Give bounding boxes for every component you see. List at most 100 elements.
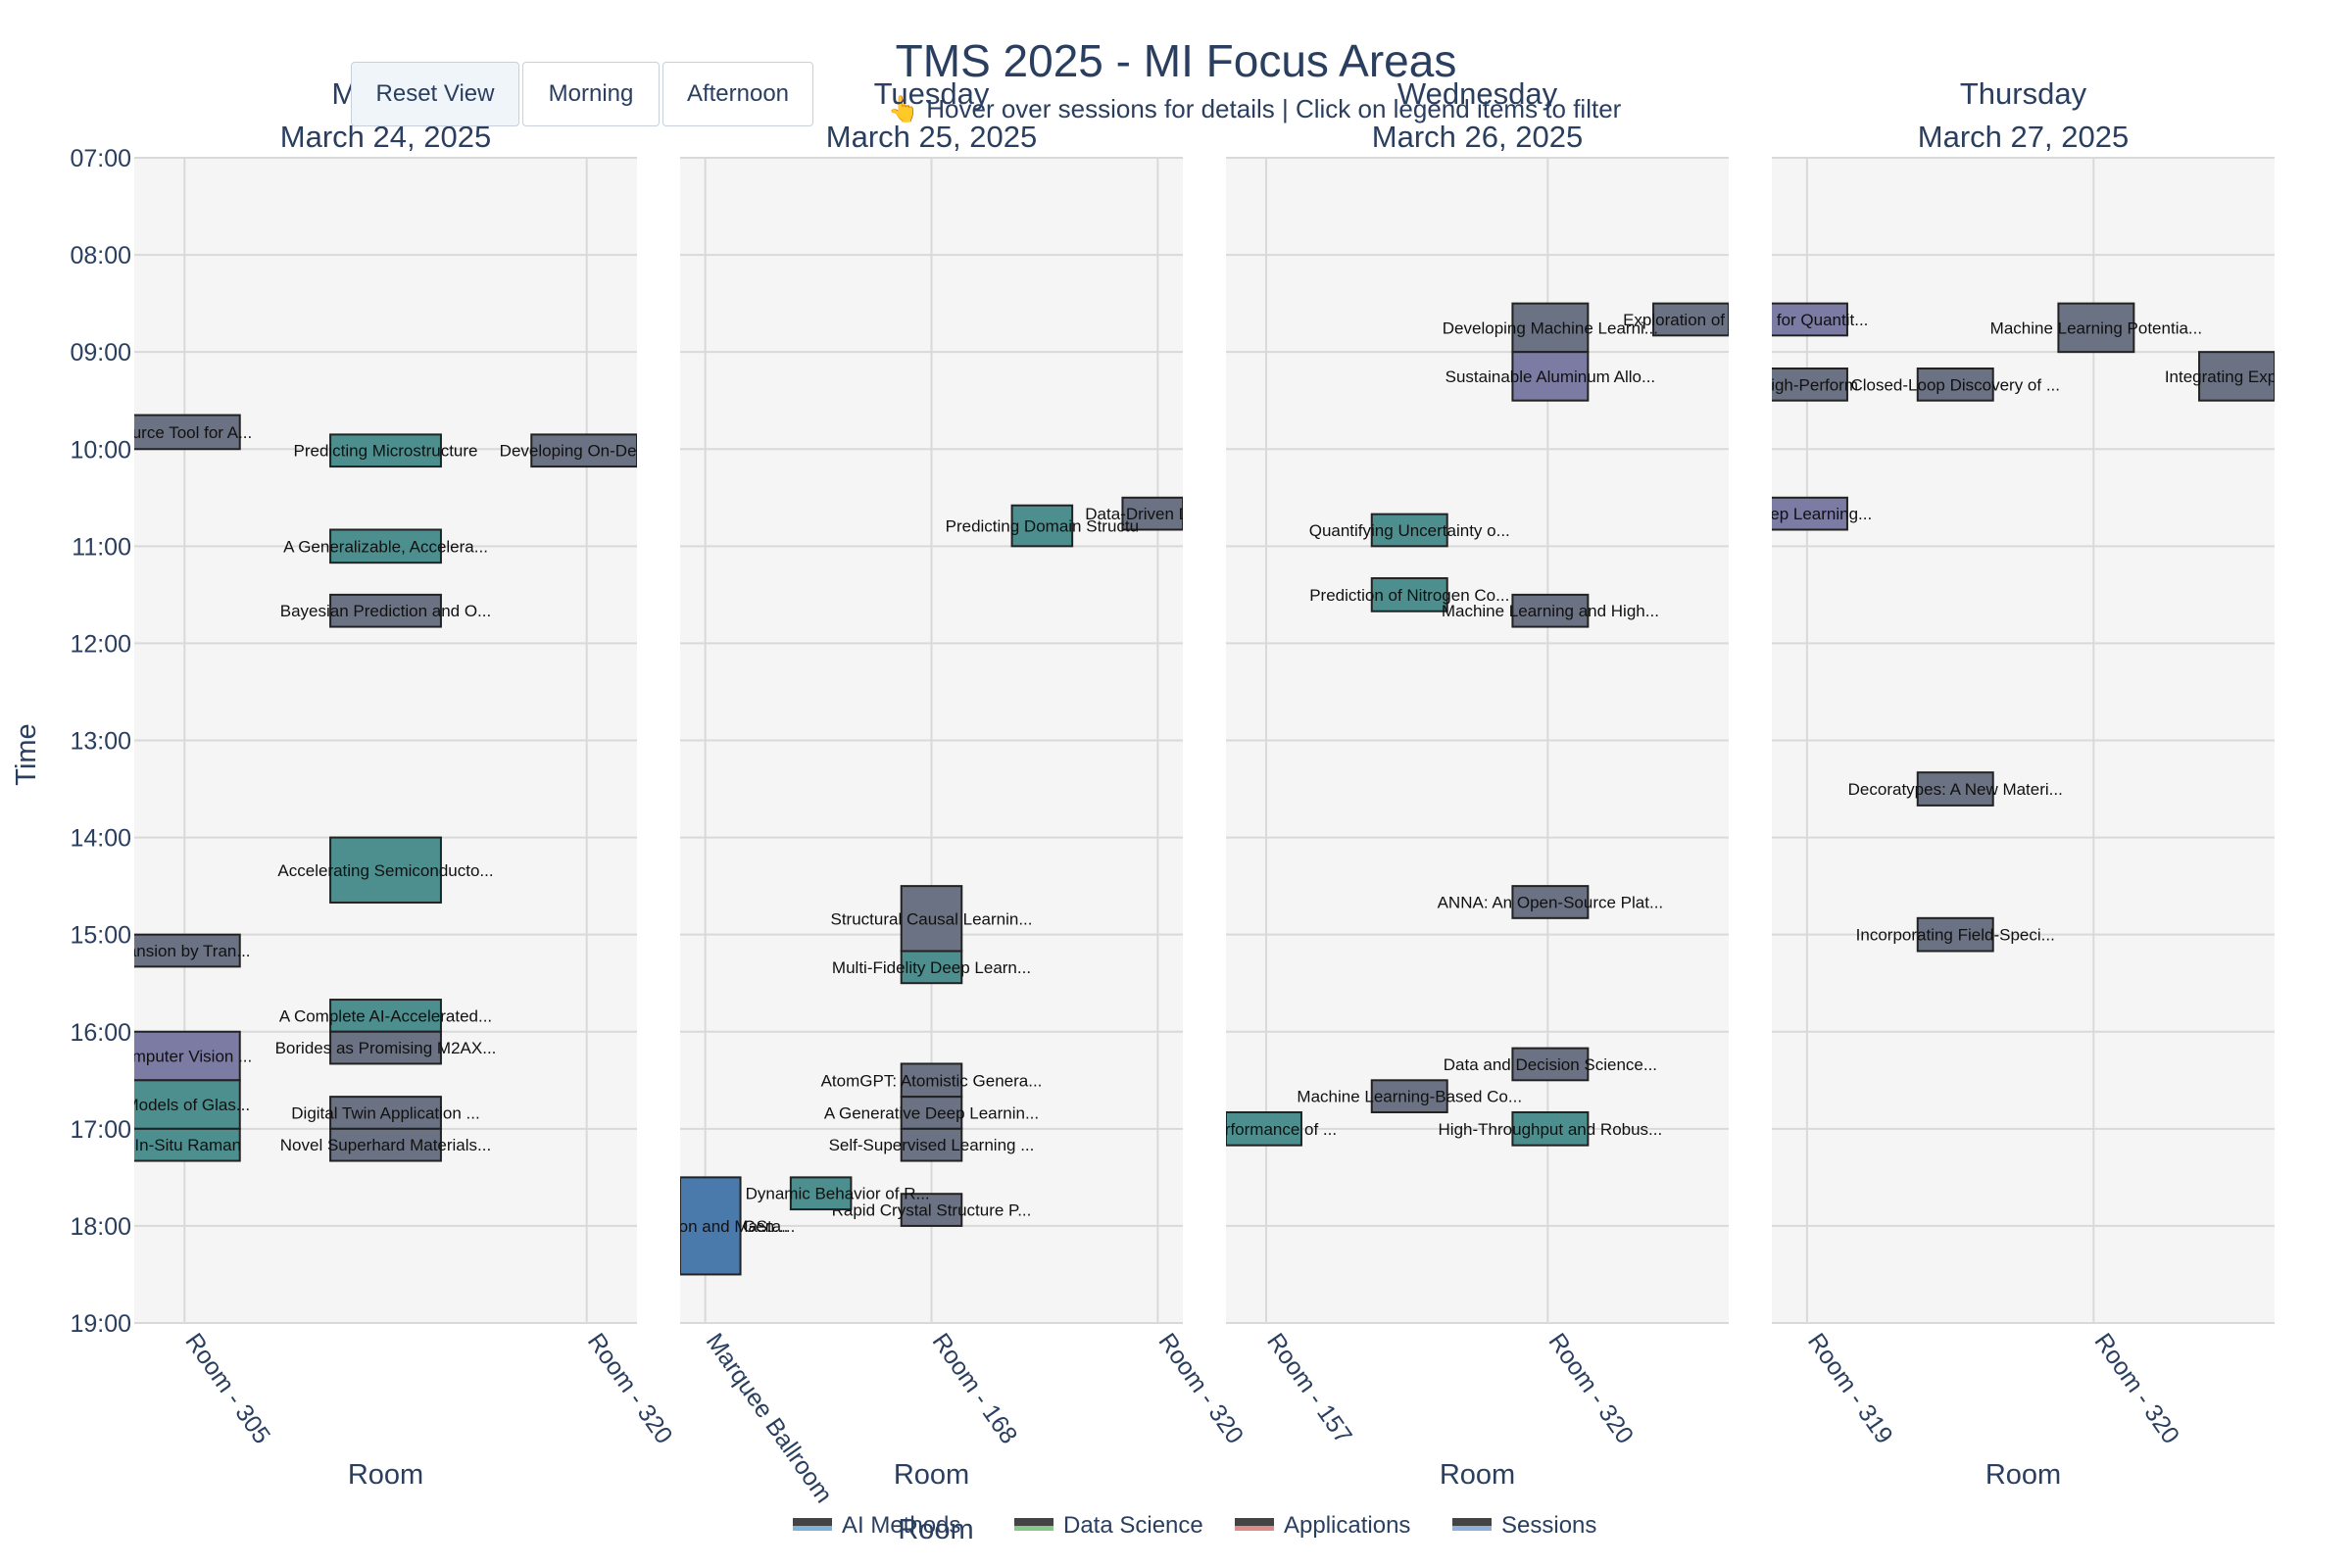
session-bar[interactable]	[329, 528, 442, 564]
session-label: A Generative Deep Learnin...	[824, 1103, 1039, 1122]
panel-date-title: March 27, 2025	[1918, 120, 2129, 154]
session-label: Borides as Promising M2AX...	[275, 1039, 497, 1057]
panel-date-title: March 26, 2025	[1372, 120, 1583, 154]
session-bar[interactable]	[1746, 496, 1848, 531]
session-label: A Generalizable, Accelera...	[283, 537, 488, 556]
session-label: diction and Ma...	[649, 1217, 771, 1236]
legend-label: Applications	[1284, 1512, 1410, 1539]
legend-swatch-color	[1452, 1526, 1492, 1531]
session-bar[interactable]	[900, 1127, 963, 1162]
session-bar[interactable]	[109, 414, 241, 451]
session-bar[interactable]	[1370, 577, 1448, 612]
afternoon-button[interactable]: Afternoon	[662, 62, 813, 126]
session-bar[interactable]	[1652, 302, 1729, 337]
session-bar[interactable]	[900, 950, 963, 985]
legend-item[interactable]: Data Science	[1014, 1512, 1203, 1539]
morning-button[interactable]: Morning	[522, 62, 660, 126]
session-bar[interactable]	[1121, 496, 1183, 531]
y-axis: 07:00 08:00 09:00 10:00 11:00 12:00 13:00 14:00…	[70, 145, 131, 1338]
x-axis-title: Room	[894, 1459, 969, 1491]
session-bar[interactable]	[1511, 351, 1590, 402]
session-bar[interactable]	[789, 1176, 853, 1211]
session-label: AtomGPT: Atomistic Genera...	[821, 1071, 1043, 1090]
x-tick-label: Room - 157	[1261, 1328, 1357, 1448]
session-bar[interactable]	[109, 1079, 241, 1130]
x-axis-title-overlay: Room	[898, 1514, 973, 1545]
legend-item[interactable]: AI Methods	[793, 1512, 960, 1539]
session-label: Decoratypes: A New Materi...	[1848, 780, 2063, 799]
session-label: Digital Twin Application ...	[291, 1103, 479, 1122]
x-tick-label: Room - 320	[582, 1328, 678, 1448]
y-tick-label: 17:00	[70, 1116, 131, 1144]
session-label: Closed-Loop Discovery of ...	[1850, 375, 2060, 394]
session-bar[interactable]	[329, 1127, 442, 1162]
session-bar[interactable]	[109, 1127, 241, 1162]
session-label: arning for Quantit...	[1726, 311, 1869, 329]
session-bar[interactable]	[1370, 1079, 1448, 1113]
y-tick-label: 08:00	[70, 242, 131, 270]
session-bar[interactable]	[1511, 593, 1590, 628]
session-bar[interactable]	[1746, 302, 1848, 337]
session-bar[interactable]	[109, 933, 241, 968]
x-axis-title: Room	[1440, 1459, 1515, 1491]
session-bar[interactable]	[2198, 351, 2275, 402]
session-bar[interactable]	[2057, 302, 2135, 354]
session-label: Developing On-Deman	[500, 442, 669, 461]
session-bar[interactable]	[329, 1030, 442, 1065]
session-bar[interactable]	[900, 1062, 963, 1099]
session-bar[interactable]	[1511, 1110, 1590, 1147]
x-tick-label: Marquee Ballroom	[701, 1328, 838, 1507]
session-label: Structural Causal Learnin...	[831, 909, 1033, 928]
session-bar[interactable]	[329, 1096, 442, 1130]
session-bars: n-Source Tool for A... Predicting Microst…	[109, 414, 669, 1162]
session-bar[interactable]	[680, 1176, 742, 1276]
session-label: Rapid Crystal Structure P...	[832, 1201, 1032, 1220]
session-bar[interactable]	[530, 433, 637, 468]
session-label: Incorporating Field-Speci...	[1856, 926, 2055, 945]
session-label: A Complete AI-Accelerated...	[279, 1006, 492, 1025]
session-label: Machine Learning Potentia...	[1990, 318, 2202, 337]
legend-item[interactable]: Applications	[1235, 1512, 1410, 1539]
y-tick-label: 14:00	[70, 825, 131, 853]
session-label: Accelerating Semiconducto...	[277, 861, 493, 880]
session-bar[interactable]	[1511, 1047, 1590, 1082]
legend-swatch-dark	[1452, 1518, 1492, 1526]
legend-item[interactable]: Sessions	[1452, 1512, 1596, 1539]
y-tick-label: 09:00	[70, 339, 131, 367]
session-label: Data-Driven Disco	[1085, 505, 1220, 523]
x-axis-title: Room	[348, 1459, 423, 1491]
session-bar[interactable]	[1511, 302, 1590, 354]
reset-view-button[interactable]: Reset View	[351, 62, 519, 126]
session-label: g Performance of ...	[1191, 1120, 1337, 1139]
x-tick-label: Room - 168	[927, 1328, 1023, 1448]
session-bar[interactable]	[1010, 504, 1074, 548]
x-tick-label: Room - 319	[1802, 1328, 1898, 1448]
session-bar[interactable]	[1370, 513, 1448, 548]
chart-title: TMS 2025 - MI Focus Areas	[896, 35, 1457, 86]
session-bar[interactable]	[329, 433, 442, 468]
session-bar[interactable]	[1511, 885, 1590, 919]
session-bar[interactable]	[900, 1193, 963, 1227]
session-bar[interactable]	[329, 836, 442, 904]
legend-label: AI Methods	[842, 1512, 960, 1539]
session-bar[interactable]	[329, 999, 442, 1033]
y-tick-label: 15:00	[70, 922, 131, 950]
session-bar[interactable]	[1746, 368, 1848, 402]
x-axis-title: Room	[1985, 1459, 2061, 1491]
session-label: ANNA: An Open-Source Plat...	[1438, 893, 1664, 911]
legend-swatch-dark	[1235, 1518, 1274, 1526]
session-bar[interactable]	[329, 593, 442, 628]
session-label: The Dynamic Behavior of R...	[712, 1185, 930, 1203]
session-bar[interactable]	[1916, 916, 1994, 953]
session-bar[interactable]	[1916, 368, 1994, 402]
session-label: Developing Machine Learni...	[1443, 318, 1658, 337]
y-tick-label: 19:00	[70, 1310, 131, 1338]
session-bar[interactable]	[1226, 1110, 1302, 1147]
session-bar[interactable]	[109, 1030, 241, 1082]
panel-day-title: Tuesday	[874, 76, 990, 111]
legend-swatch-color	[1014, 1526, 1054, 1531]
session-label: Novel Superhard Materials...	[280, 1136, 491, 1154]
session-bar[interactable]	[1916, 771, 1994, 807]
